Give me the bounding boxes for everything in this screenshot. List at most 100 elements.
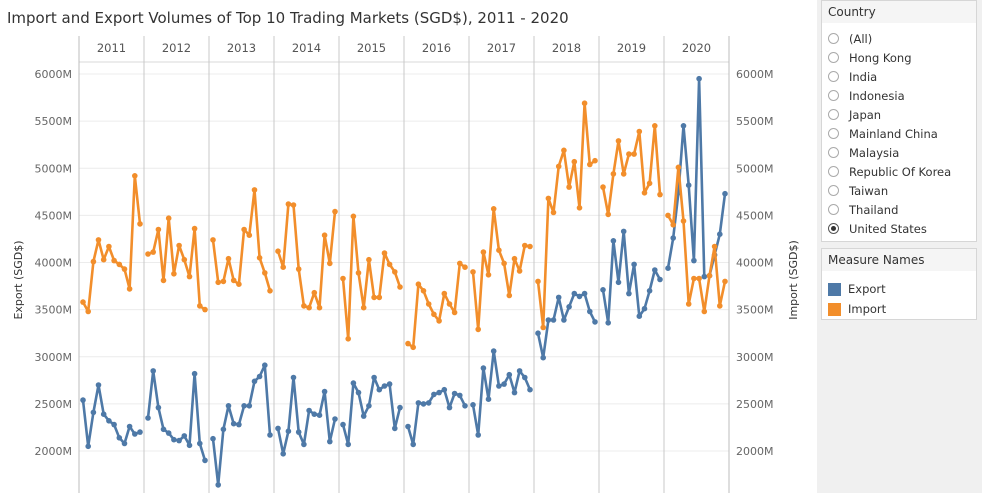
point-export-2017-4[interactable] <box>485 396 492 403</box>
point-export-2016-1[interactable] <box>405 423 411 430</box>
point-import-2012-7[interactable] <box>176 242 182 249</box>
point-import-2016-7[interactable] <box>436 318 442 324</box>
point-import-2011-2[interactable] <box>85 308 91 315</box>
point-import-2013-10[interactable] <box>256 254 263 261</box>
point-import-2014-1[interactable] <box>275 248 281 254</box>
point-export-2018-8[interactable] <box>571 290 578 297</box>
point-import-2012-4[interactable] <box>160 277 167 284</box>
radio-button[interactable] <box>828 90 839 101</box>
point-export-2015-2[interactable] <box>345 441 352 448</box>
point-export-2012-6[interactable] <box>171 436 177 443</box>
point-export-2020-11[interactable] <box>717 231 723 237</box>
point-export-2012-10[interactable] <box>191 370 198 377</box>
point-import-2016-2[interactable] <box>410 344 417 351</box>
point-export-2019-5[interactable] <box>620 228 627 235</box>
point-export-2011-2[interactable] <box>85 443 91 450</box>
point-export-2019-2[interactable] <box>605 320 611 326</box>
point-export-2014-11[interactable] <box>327 438 333 445</box>
point-export-2018-1[interactable] <box>535 330 541 337</box>
point-import-2017-2[interactable] <box>475 326 482 333</box>
point-import-2015-8[interactable] <box>376 294 383 301</box>
point-import-2011-8[interactable] <box>116 261 123 268</box>
point-import-2019-5[interactable] <box>620 171 627 177</box>
country-option[interactable]: Malaysia <box>828 143 899 162</box>
point-import-2017-1[interactable] <box>470 269 476 275</box>
point-export-2019-9[interactable] <box>641 305 648 312</box>
point-export-2018-11[interactable] <box>587 308 593 315</box>
point-import-2011-5[interactable] <box>100 256 107 263</box>
point-export-2017-11[interactable] <box>522 374 528 381</box>
point-export-2014-9[interactable] <box>316 412 323 419</box>
point-export-2015-10[interactable] <box>386 381 393 387</box>
point-import-2020-1[interactable] <box>665 212 671 219</box>
point-import-2020-5[interactable] <box>685 301 692 307</box>
point-export-2011-10[interactable] <box>126 423 133 430</box>
point-export-2019-11[interactable] <box>652 267 658 273</box>
point-import-2020-4[interactable] <box>680 218 687 224</box>
point-export-2016-7[interactable] <box>436 389 442 396</box>
point-import-2019-4[interactable] <box>615 138 622 144</box>
point-import-2013-8[interactable] <box>246 232 253 238</box>
point-export-2016-9[interactable] <box>446 404 453 411</box>
point-import-2015-9[interactable] <box>381 250 388 256</box>
radio-button[interactable] <box>828 128 839 139</box>
point-export-2015-7[interactable] <box>371 374 377 381</box>
point-export-2015-12[interactable] <box>397 404 403 411</box>
point-export-2018-3[interactable] <box>545 317 552 323</box>
country-option[interactable]: (All) <box>828 29 872 48</box>
point-import-2019-8[interactable] <box>636 128 643 135</box>
point-export-2015-6[interactable] <box>366 403 372 409</box>
radio-button[interactable] <box>828 52 839 63</box>
point-import-2012-9[interactable] <box>186 273 193 280</box>
point-export-2012-5[interactable] <box>165 430 172 436</box>
point-import-2018-7[interactable] <box>566 184 572 190</box>
point-export-2019-8[interactable] <box>636 313 643 320</box>
point-export-2014-8[interactable] <box>311 411 318 418</box>
point-import-2013-1[interactable] <box>210 237 216 243</box>
point-import-2014-10[interactable] <box>321 232 328 238</box>
point-import-2020-9[interactable] <box>706 272 713 279</box>
point-export-2011-3[interactable] <box>90 409 97 416</box>
point-import-2013-12[interactable] <box>267 288 273 294</box>
point-import-2013-6[interactable] <box>236 281 242 288</box>
point-export-2011-12[interactable] <box>137 429 143 435</box>
point-import-2015-5[interactable] <box>360 304 367 311</box>
point-export-2011-9[interactable] <box>121 440 128 447</box>
point-import-2020-2[interactable] <box>670 222 676 228</box>
point-export-2016-5[interactable] <box>425 400 432 406</box>
point-export-2013-2[interactable] <box>215 482 221 488</box>
point-export-2014-2[interactable] <box>280 451 287 457</box>
point-import-2016-1[interactable] <box>405 340 411 347</box>
point-import-2015-12[interactable] <box>397 284 403 290</box>
point-import-2018-3[interactable] <box>545 195 552 202</box>
point-export-2018-10[interactable] <box>581 290 588 297</box>
point-import-2011-9[interactable] <box>121 266 128 272</box>
point-export-2019-12[interactable] <box>657 276 663 283</box>
point-export-2012-2[interactable] <box>150 368 156 374</box>
point-export-2013-6[interactable] <box>236 421 242 428</box>
radio-button[interactable] <box>828 147 839 158</box>
point-import-2014-12[interactable] <box>332 208 338 215</box>
country-option[interactable]: Taiwan <box>828 181 888 200</box>
point-import-2019-11[interactable] <box>652 123 658 129</box>
point-export-2014-6[interactable] <box>301 441 307 448</box>
point-export-2013-7[interactable] <box>241 403 247 409</box>
point-import-2011-7[interactable] <box>111 257 117 264</box>
point-export-2019-4[interactable] <box>615 279 622 286</box>
point-import-2017-10[interactable] <box>516 268 523 274</box>
point-import-2011-11[interactable] <box>132 173 138 179</box>
point-export-2011-6[interactable] <box>106 418 112 424</box>
point-export-2020-1[interactable] <box>665 265 671 272</box>
point-export-2016-6[interactable] <box>431 391 437 398</box>
country-option[interactable]: Mainland China <box>828 124 938 143</box>
point-import-2017-9[interactable] <box>511 255 518 262</box>
point-export-2013-4[interactable] <box>225 403 232 409</box>
point-import-2011-12[interactable] <box>137 221 143 227</box>
radio-button[interactable] <box>828 223 839 234</box>
point-import-2020-8[interactable] <box>701 308 708 315</box>
point-import-2015-2[interactable] <box>345 336 352 342</box>
point-import-2019-10[interactable] <box>646 180 653 187</box>
point-export-2012-12[interactable] <box>202 457 208 464</box>
point-import-2012-11[interactable] <box>197 303 203 309</box>
point-import-2018-6[interactable] <box>561 147 567 154</box>
